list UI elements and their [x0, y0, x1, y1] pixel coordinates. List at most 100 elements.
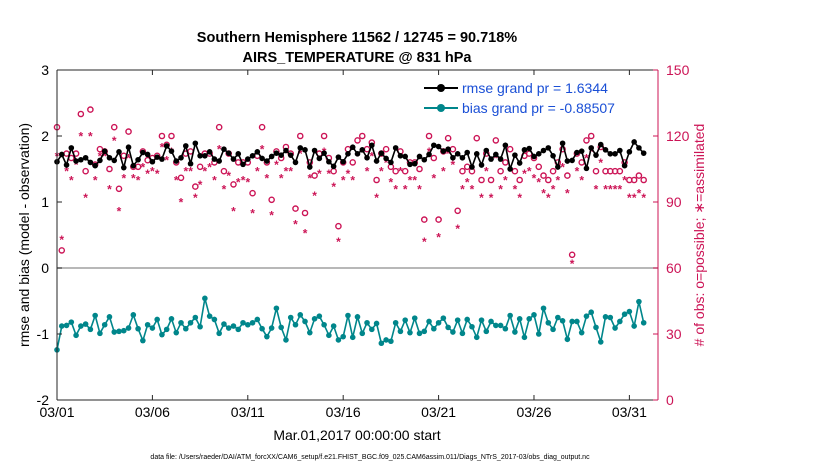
possible-obs-point [110, 123, 118, 131]
bias-data-point [187, 319, 194, 326]
bias-data-point [354, 314, 361, 320]
assimilated-obs-point: * [245, 176, 250, 190]
rmse-data-point [469, 164, 475, 170]
y-right-tick-label: 0 [666, 392, 674, 408]
rmse-data-point [364, 154, 370, 161]
possible-obs-point [568, 251, 576, 259]
rmse-data-point [335, 154, 342, 160]
rmse-data-point [130, 162, 137, 169]
bias-data-point [163, 326, 170, 333]
assimilated-obs-point: * [470, 182, 475, 196]
assimilated-obs-point: * [126, 152, 131, 166]
assimilated-obs-point: * [503, 174, 508, 188]
rmse-data-point [168, 148, 175, 154]
rmse-data-point [369, 142, 375, 149]
bias-data-point [292, 321, 299, 328]
y-right-tick-label: 30 [666, 326, 682, 342]
assimilated-obs-point: * [598, 156, 603, 170]
possible-obs-point [540, 172, 547, 179]
assimilated-obs-point: * [384, 156, 389, 170]
rmse-data-point [555, 164, 561, 170]
assimilated-obs-point: * [431, 171, 436, 185]
bias-data-point [135, 325, 141, 332]
rmse-data-point [316, 155, 323, 162]
assimilated-obs-point: * [379, 165, 384, 179]
rmse-data-point [311, 147, 318, 154]
assimilated-obs-point: * [98, 149, 103, 163]
possible-obs-point [587, 132, 595, 140]
assimilated-obs-point: * [164, 154, 169, 168]
bias-data-point [383, 337, 389, 343]
possible-obs-point [258, 123, 266, 131]
assimilated-obs-point: * [307, 171, 312, 185]
bias-data-point [397, 328, 404, 335]
bias-data-point [392, 319, 399, 326]
bias-data-point [178, 319, 184, 326]
assimilated-obs-point: * [451, 158, 456, 172]
assimilated-obs-point: * [441, 165, 446, 179]
assimilated-obs-point: * [498, 182, 503, 196]
possible-obs-point [564, 172, 571, 179]
possible-obs-point [616, 167, 624, 175]
rmse-data-point [292, 159, 299, 166]
rmse-data-point [297, 145, 304, 151]
bias-data-point [612, 325, 618, 331]
assimilated-obs-point: * [350, 174, 355, 188]
rmse-data-point [345, 151, 351, 157]
rmse-data-point [125, 144, 132, 151]
assimilated-obs-point: * [317, 167, 322, 181]
possible-obs-point [640, 176, 647, 184]
bias-data-point [235, 326, 242, 333]
assimilated-obs-point: * [613, 182, 618, 196]
bias-data-point [535, 331, 542, 337]
possible-obs-point [630, 176, 638, 184]
possible-obs-point [425, 132, 433, 140]
possible-obs-point [420, 216, 428, 223]
rmse-data-point [287, 152, 294, 158]
assimilated-obs-point: * [589, 145, 594, 159]
assimilated-obs-point: * [584, 152, 589, 166]
bias-data-point [378, 340, 385, 347]
bias-data-point [545, 319, 552, 326]
rmse-data-point [535, 151, 542, 157]
rmse-data-point [416, 153, 423, 160]
assimilated-obs-point: * [212, 174, 217, 188]
possible-obs-point [115, 185, 123, 193]
rmse-data-point [583, 165, 590, 172]
assimilated-obs-point: * [179, 196, 184, 210]
bias-data-point [602, 314, 609, 320]
assimilated-obs-point: * [222, 182, 227, 196]
possible-obs-point [349, 159, 357, 166]
assimilated-obs-point: * [255, 165, 260, 179]
rmse-data-point [512, 152, 518, 158]
bias-data-point [555, 314, 561, 321]
bias-data-point [287, 314, 294, 321]
possible-obs-point [77, 110, 85, 118]
assimilated-obs-point: * [412, 174, 417, 188]
axis-ticks: 03/01 03/06 03/11 03/16 03/21 03/26 03/31 -2 -1 0… [37, 62, 690, 420]
plot-area [57, 70, 658, 400]
rmse-data-point [97, 157, 103, 164]
bias-data-point [192, 314, 199, 321]
rmse-data-point [578, 148, 585, 154]
bias-data-point [221, 321, 227, 327]
chart-title-line2: AIRS_TEMPERATURE @ 831 hPa [242, 50, 472, 66]
assimilated-obs-point: * [374, 191, 379, 205]
possible-obs-point [192, 183, 199, 190]
rmse-data-point [564, 158, 571, 164]
assimilated-obs-point: * [236, 176, 241, 190]
y-right-tick-label: 90 [666, 194, 682, 210]
assimilated-obs-point: * [517, 191, 522, 205]
assimilated-obs-point: * [145, 167, 150, 181]
rmse-data-point [159, 156, 165, 162]
rmse-data-point [354, 151, 361, 157]
assimilated-obs-point: * [226, 169, 231, 183]
assimilated-obs-point: * [121, 171, 126, 185]
rmse-data-point [612, 151, 618, 157]
rmse-data-point [92, 162, 98, 169]
bias-data-point [211, 316, 218, 323]
assimilated-obs-point: * [369, 149, 374, 163]
data-file-footer: data file: /Users/raeder/DAI/ATM_forcXX/… [150, 454, 590, 461]
rmse-data-point [521, 147, 528, 153]
assimilated-obs-point: * [522, 167, 527, 181]
